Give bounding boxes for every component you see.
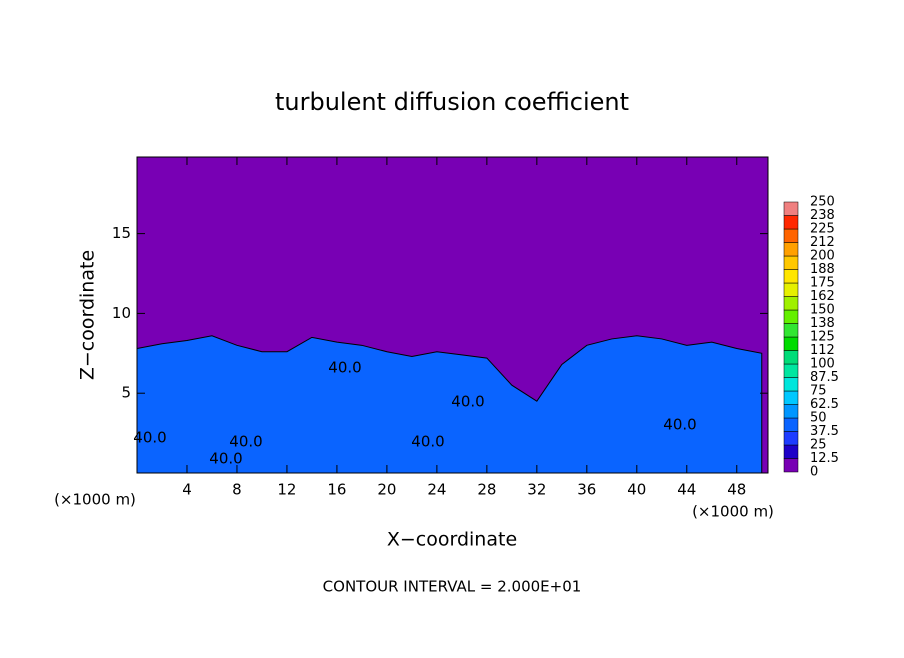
chart-title: turbulent diffusion coefficient [275, 88, 629, 116]
colorbar-swatch [783, 296, 799, 311]
colorbar-label: 112 [810, 343, 835, 358]
colorbar-label: 250 [810, 195, 835, 210]
x-unit: (×1000 m) [54, 491, 136, 509]
colorbar-swatch [783, 228, 799, 243]
colorbar-label: 100 [810, 357, 835, 372]
colorbar-label: 212 [810, 235, 835, 250]
colorbar-label: 37.5 [810, 424, 839, 439]
colorbar-label: 175 [810, 276, 835, 291]
colorbar-label: 25 [810, 438, 827, 453]
colorbar-swatch [783, 309, 799, 324]
colorbar-label: 50 [810, 411, 827, 426]
x-tick-label: 24 [427, 481, 446, 499]
contour-label: 40.0 [209, 450, 242, 468]
colorbar-label: 125 [810, 330, 835, 345]
y-tick-label: 5 [121, 384, 131, 402]
x-tick-label: 12 [277, 481, 296, 499]
x-tick-label: 40 [627, 481, 646, 499]
colorbar-label: 188 [810, 262, 835, 277]
colorbar-swatch [783, 377, 799, 392]
colorbar-label: 238 [810, 208, 835, 223]
turbulent-region [136, 335, 763, 474]
x-tick-label: 44 [677, 481, 696, 499]
colorbar-swatch [783, 323, 799, 338]
colorbar-label: 87.5 [810, 370, 839, 385]
x-axis-label: X−coordinate [387, 529, 517, 551]
contour-label: 40.0 [229, 433, 262, 451]
contour-label: 40.0 [663, 416, 696, 434]
contour-label: 40.0 [133, 429, 166, 447]
colorbar-swatch [783, 201, 799, 216]
colorbar-label: 162 [810, 289, 835, 304]
colorbar-label: 225 [810, 222, 835, 237]
colorbar-swatch [783, 242, 799, 257]
colorbar-swatch [783, 255, 799, 270]
colorbar-swatch [783, 269, 799, 284]
colorbar-label: 0 [810, 465, 818, 480]
frame [136, 156, 769, 474]
colorbar-swatch [783, 444, 799, 459]
colorbar-swatch [783, 336, 799, 351]
colorbar-swatch [783, 458, 799, 473]
contour-label: 40.0 [451, 393, 484, 411]
x-tick-label: 20 [377, 481, 396, 499]
colorbar-swatch [783, 431, 799, 446]
colorbar-label: 62.5 [810, 397, 839, 412]
x-tick-label: 8 [232, 481, 242, 499]
colorbar-swatch [783, 404, 799, 419]
x-tick-label: 28 [477, 481, 496, 499]
footer: CONTOUR INTERVAL = 2.000E+01 [323, 578, 582, 596]
colorbar-swatch [783, 282, 799, 297]
x-unit: (×1000 m) [692, 503, 774, 521]
colorbar-label: 75 [810, 384, 827, 399]
contour-label: 40.0 [328, 359, 361, 377]
x-tick-label: 32 [527, 481, 546, 499]
colorbar-swatch [783, 215, 799, 230]
colorbar-label: 200 [810, 249, 835, 264]
colorbar-label: 12.5 [810, 451, 839, 466]
colorbar-swatch [783, 350, 799, 365]
contour-label: 40.0 [411, 433, 444, 451]
x-tick-label: 4 [182, 481, 192, 499]
x-tick-label: 48 [727, 481, 746, 499]
y-tick-label: 15 [112, 224, 131, 242]
x-tick-label: 16 [327, 481, 346, 499]
colorbar-swatch [783, 390, 799, 405]
colorbar-swatch [783, 417, 799, 432]
colorbar-label: 138 [810, 316, 835, 331]
y-tick-label: 10 [112, 304, 131, 322]
colorbar-swatch [783, 363, 799, 378]
y-axis-label: Z−coordinate [77, 250, 99, 380]
x-tick-label: 36 [577, 481, 596, 499]
colorbar-label: 150 [810, 303, 835, 318]
